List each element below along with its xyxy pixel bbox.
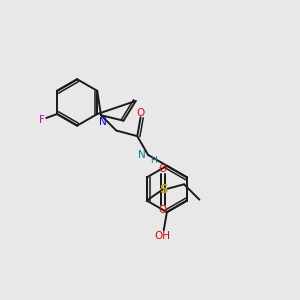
Text: O: O bbox=[136, 108, 145, 118]
Text: N: N bbox=[99, 117, 106, 127]
Text: O: O bbox=[159, 164, 167, 174]
Text: F: F bbox=[39, 115, 45, 124]
Text: OH: OH bbox=[154, 231, 170, 241]
Text: N: N bbox=[138, 150, 146, 160]
Text: O: O bbox=[159, 205, 167, 215]
Text: S: S bbox=[160, 183, 168, 196]
Text: H: H bbox=[151, 156, 157, 165]
